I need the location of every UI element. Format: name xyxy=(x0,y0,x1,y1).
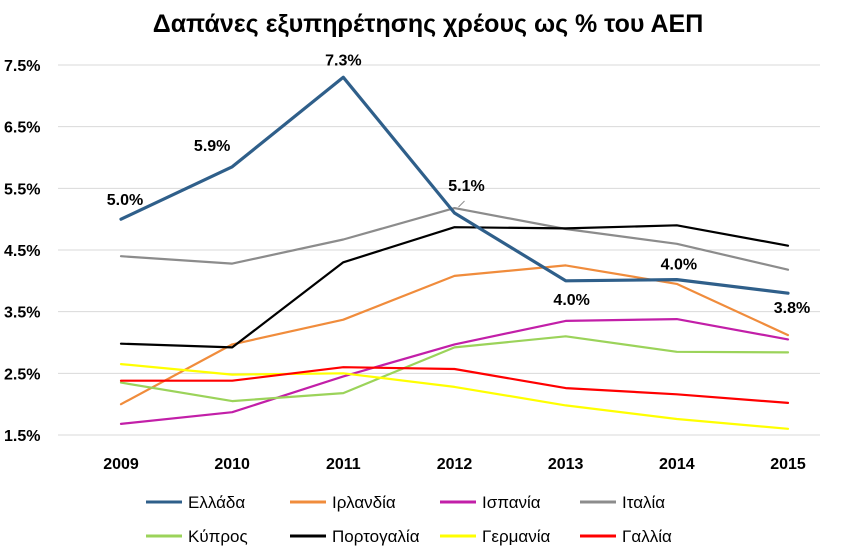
legend-label: Κύπρος xyxy=(188,527,248,546)
legend-item: Πορτογαλία xyxy=(290,527,420,546)
x-tick-label: 2015 xyxy=(770,456,806,473)
series-line-8 xyxy=(119,366,790,404)
legend-label: Γαλλία xyxy=(622,527,672,546)
series-line-5 xyxy=(119,335,790,403)
x-axis-ticks: 2009 2010 2011 2012 2013 2014 2015 xyxy=(103,456,806,473)
x-tick-label: 2011 xyxy=(326,456,361,473)
series-lines xyxy=(119,75,790,430)
data-label: 5.1% xyxy=(448,178,484,195)
data-label-leader xyxy=(458,200,465,208)
data-label: 4.0% xyxy=(661,257,697,274)
legend-item: Ισπανία xyxy=(440,493,541,512)
series-line-6 xyxy=(119,224,790,349)
y-tick-label: 7.5% xyxy=(4,58,40,75)
y-tick-label: 2.5% xyxy=(4,366,40,383)
data-label: 4.0% xyxy=(553,292,589,309)
legend-label: Ισπανία xyxy=(482,493,541,512)
x-tick-label: 2014 xyxy=(659,456,695,473)
legend-item: Ιρλανδία xyxy=(290,493,396,512)
chart-title: Δαπάνες εξυπηρέτησης χρέους ως % του ΑΕΠ xyxy=(153,10,704,38)
y-tick-label: 1.5% xyxy=(4,428,40,445)
legend: Ελλάδα Ιρλανδία Ισπανία Ιταλία Κύπρος Πορτογα… xyxy=(146,493,672,546)
data-label: 5.9% xyxy=(194,138,230,155)
legend-label: Γερμανία xyxy=(482,527,551,546)
series-line-3 xyxy=(119,318,790,425)
x-tick-label: 2013 xyxy=(548,456,584,473)
series-line-7 xyxy=(119,363,790,430)
legend-item: Ιταλία xyxy=(580,493,665,512)
y-axis-ticks: 1.5% 2.5% 3.5% 4.5% 5.5% 6.5% 7.5% xyxy=(4,58,40,445)
legend-label: Ιρλανδία xyxy=(332,493,396,512)
data-label: 5.0% xyxy=(107,192,143,209)
data-label: 7.3% xyxy=(325,52,361,69)
y-tick-label: 6.5% xyxy=(4,120,40,137)
legend-label: Πορτογαλία xyxy=(332,527,420,546)
legend-item: Κύπρος xyxy=(146,527,248,546)
legend-item: Ελλάδα xyxy=(146,493,245,512)
series-line-1 xyxy=(119,75,790,295)
y-tick-label: 5.5% xyxy=(4,181,40,198)
legend-item: Γερμανία xyxy=(440,527,551,546)
data-labels: 5.0% 5.9% 7.3% 5.1% 4.0% 4.0% 3.8% xyxy=(107,52,810,317)
x-tick-label: 2009 xyxy=(103,456,139,473)
legend-item: Γαλλία xyxy=(580,527,672,546)
series-line-4 xyxy=(119,207,790,271)
data-label: 3.8% xyxy=(774,300,810,317)
y-tick-label: 4.5% xyxy=(4,243,40,260)
legend-label: Ελλάδα xyxy=(188,493,245,512)
series-line-2 xyxy=(119,264,790,406)
x-tick-label: 2012 xyxy=(437,456,473,473)
y-tick-label: 3.5% xyxy=(4,305,40,322)
x-tick-label: 2010 xyxy=(214,456,250,473)
legend-label: Ιταλία xyxy=(622,493,665,512)
